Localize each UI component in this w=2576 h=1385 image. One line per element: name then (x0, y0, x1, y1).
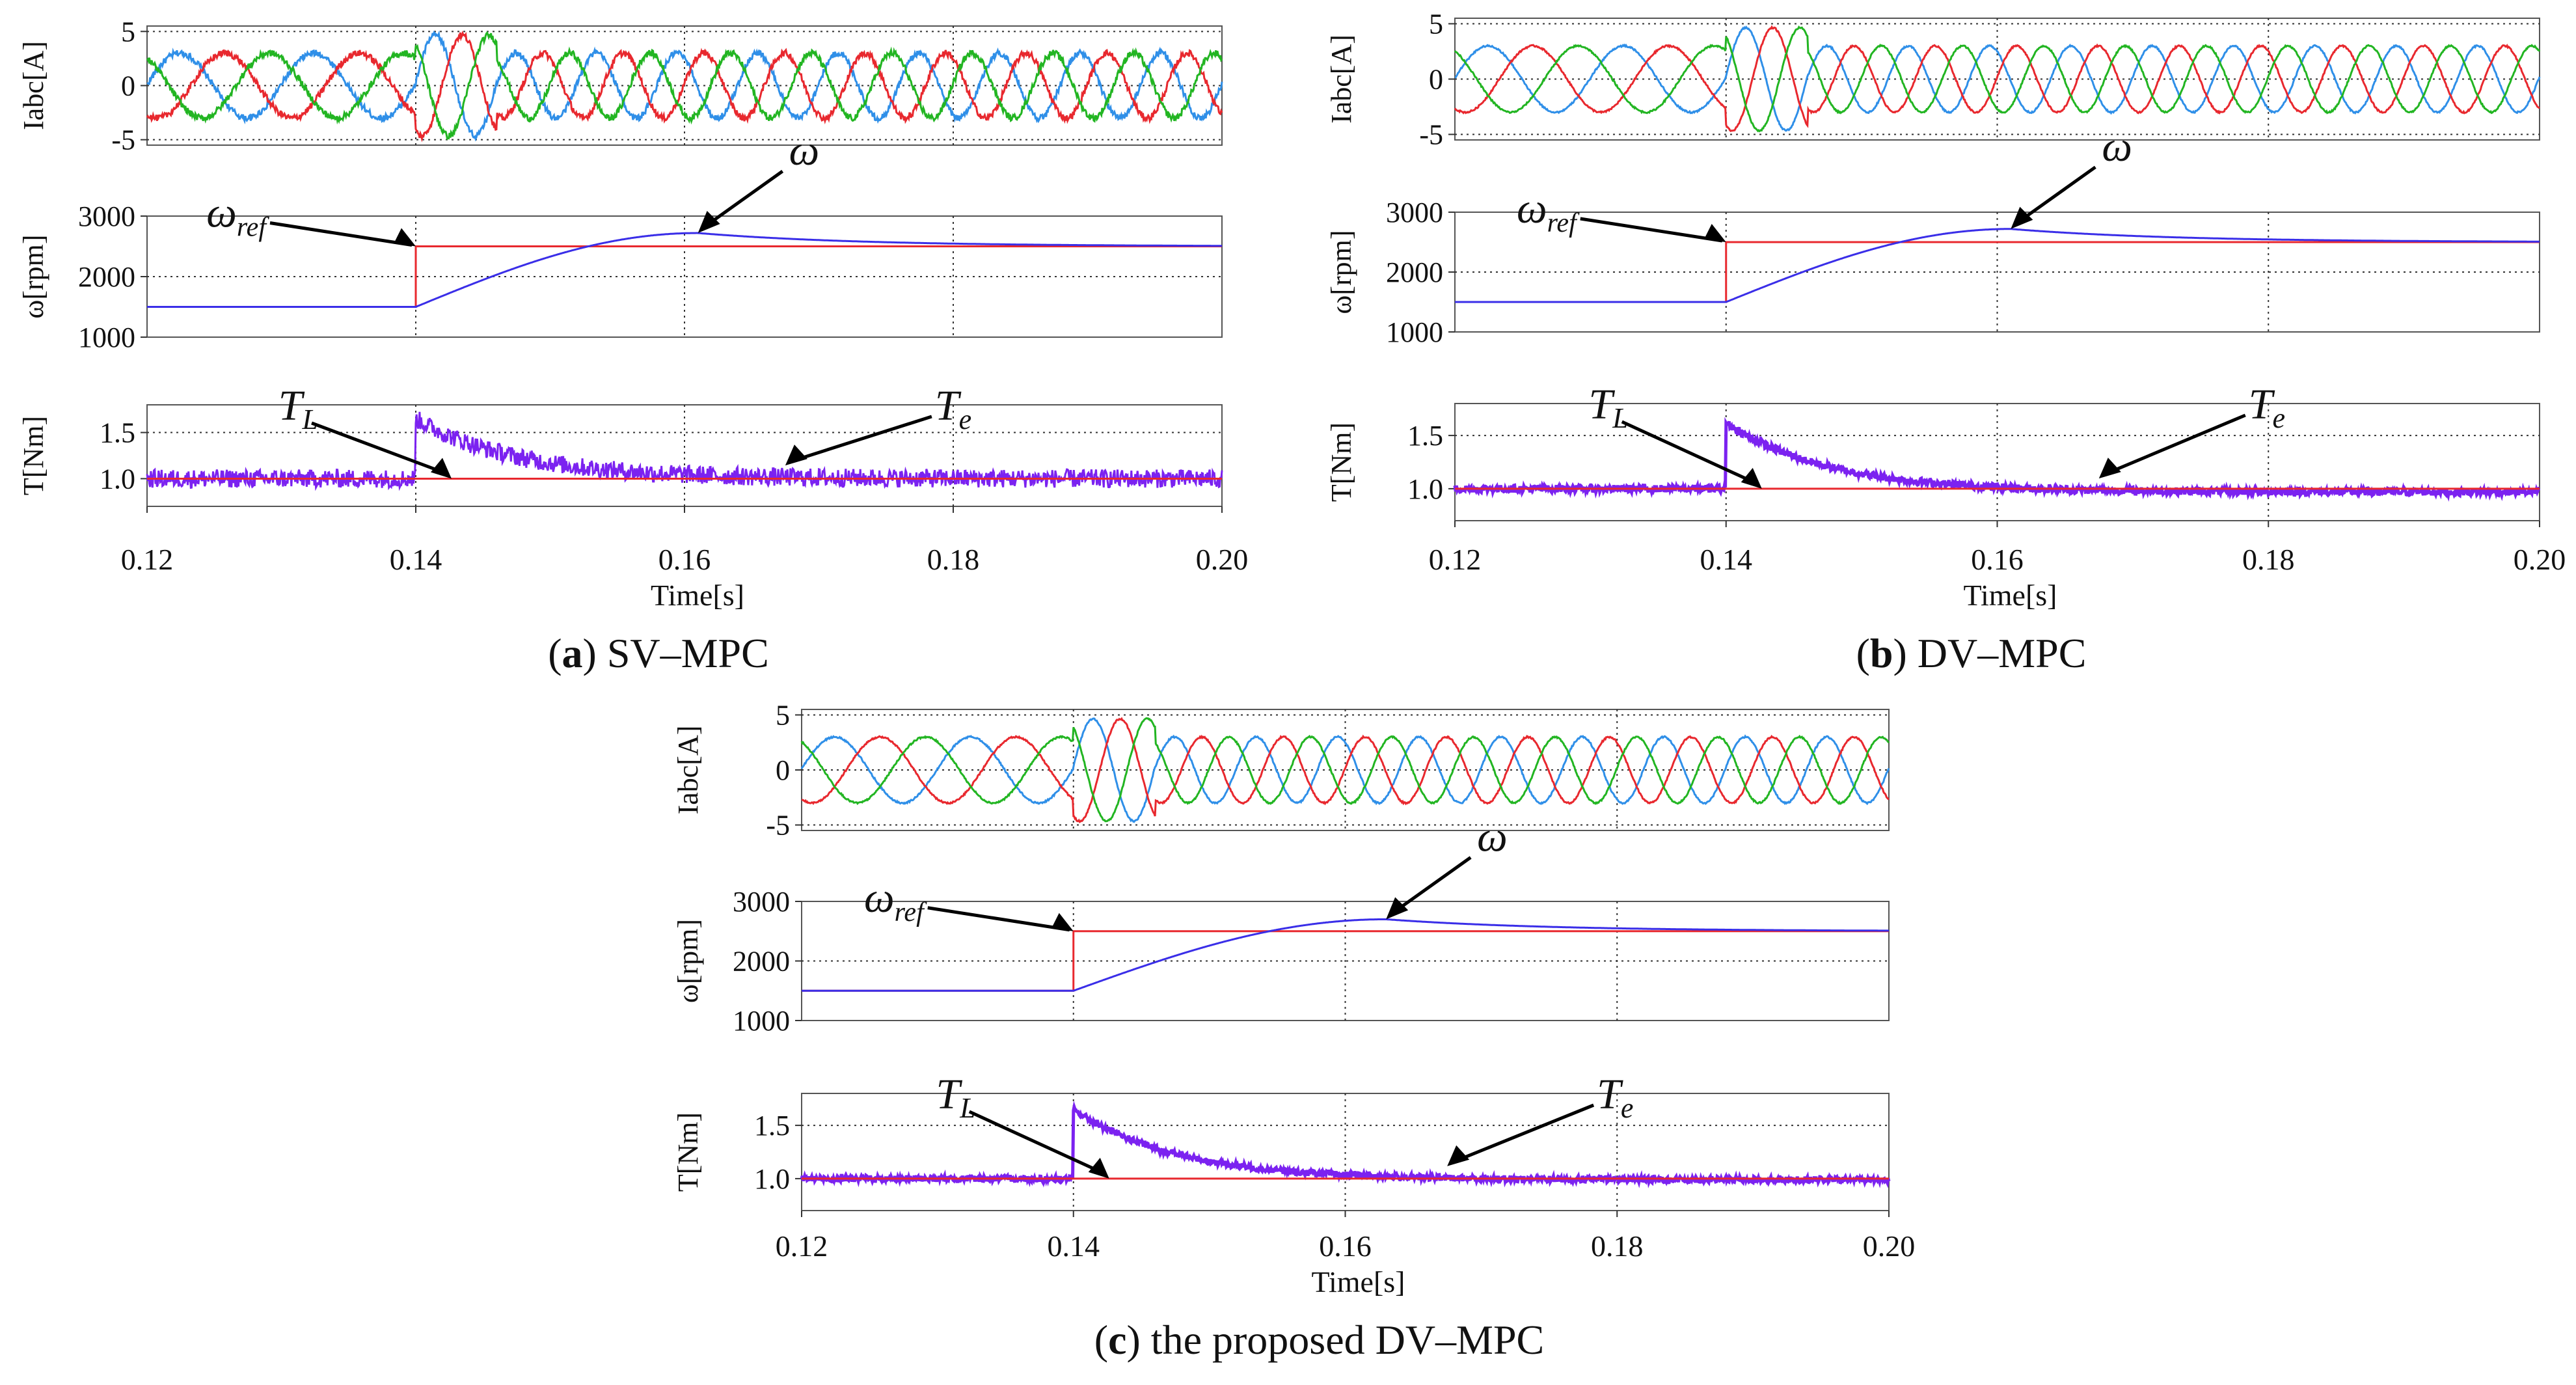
torque-ytick-label: 1.0 (100, 463, 135, 495)
tl-label: TL (1589, 381, 1629, 434)
current-subplot: 5 0 -5 Iabc[A] (18, 16, 1222, 156)
xtick-label: 0.14 (1048, 1229, 1100, 1263)
speed-ylabel: ω[rpm] (672, 919, 704, 1003)
speed-ytick-label: 1000 (733, 1005, 790, 1037)
current-ylabel: Iabc[A] (18, 41, 49, 130)
te-arrow (1452, 1105, 1593, 1162)
torque-ylabel: T[Nm] (18, 416, 49, 495)
xtick-label: 0.16 (1319, 1229, 1372, 1263)
te-label: Te (1597, 1071, 1633, 1124)
torque-subplot: 1.5 1.0 T[Nm] TL Te 0.12 0.14 0.16 0.18 0.20 Time[… (1325, 381, 2566, 612)
te-label: Te (935, 382, 971, 435)
current-ytick-label: 0 (776, 754, 790, 786)
xtick-label: 0.16 (658, 543, 711, 576)
omega-arrowhead (698, 211, 720, 233)
speed-ytick-label: 1000 (1386, 316, 1443, 348)
omega-label: ω (1477, 813, 1508, 860)
omega-ref-arrowhead (394, 228, 416, 247)
current-ytick-label: 5 (776, 699, 790, 731)
tl-label: TL (936, 1071, 976, 1124)
current-subplot: 5 0 -5 Iabc[A] (672, 699, 1889, 841)
panel-caption: (c) the proposed DV–MPC (1094, 1317, 1544, 1363)
xtick-label: 0.14 (1700, 543, 1753, 576)
x-axis-label: Time[s] (1964, 579, 2057, 612)
panel-a: 5 0 -5 Iabc[A] 3000 2000 1000 ω[rpm] ωref ω 1.5 1.0… (18, 16, 1248, 676)
torque-ytick-label: 1.0 (754, 1163, 790, 1195)
xtick-label: 0.16 (1971, 543, 2024, 576)
tl-label: TL (278, 382, 318, 435)
speed-subplot: 3000 2000 1000 ω[rpm] ωref ω (18, 127, 1222, 353)
omega-ref-label: ωref (864, 874, 927, 927)
xtick-label: 0.12 (121, 543, 174, 576)
panel-c: 5 0 -5 Iabc[A] 3000 2000 1000 ω[rpm] ωref ω 1.5 1.0… (672, 699, 1915, 1363)
torque-subplot: 1.5 1.0 T[Nm] TL Te 0.12 0.14 0.16 0.18 0.20 Time[… (18, 382, 1248, 612)
omega-arrowhead (2011, 207, 2033, 229)
xtick-label: 0.14 (390, 543, 442, 576)
xtick-label: 0.20 (2514, 543, 2566, 576)
x-axis-label: Time[s] (651, 579, 744, 612)
speed-ylabel: ω[rpm] (1325, 230, 1357, 314)
current-ytick-label: 0 (121, 70, 135, 102)
current-ytick-label: 0 (1429, 64, 1443, 96)
te-arrow (791, 417, 932, 461)
omega-label: ω (789, 127, 820, 174)
xtick-label: 0.18 (1591, 1229, 1644, 1263)
xtick-label: 0.20 (1196, 543, 1249, 576)
speed-ylabel: ω[rpm] (18, 234, 49, 318)
te-arrow (2104, 415, 2245, 474)
tl-arrow (969, 1112, 1104, 1173)
omega-ref-label: ωref (206, 189, 269, 243)
omega-ref-arrow (1580, 219, 1722, 241)
current-ytick-label: -5 (1419, 119, 1443, 151)
speed-ytick-label: 2000 (1386, 256, 1443, 288)
torque-ytick-label: 1.0 (1407, 473, 1443, 505)
speed-ytick-label: 3000 (78, 200, 135, 232)
x-axis-label: Time[s] (1312, 1265, 1405, 1298)
omega-ref-label: ωref (1517, 185, 1580, 238)
torque-ytick-label: 1.5 (754, 1110, 790, 1142)
torque-subplot: 1.5 1.0 T[Nm] TL Te 0.12 0.14 0.16 0.18 0.20 Time[… (672, 1071, 1915, 1298)
speed-ytick-label: 3000 (1386, 197, 1443, 228)
te-label: Te (2249, 381, 2285, 434)
current-ytick-label: 5 (121, 16, 135, 48)
speed-ytick-label: 2000 (78, 261, 135, 293)
speed-subplot: 3000 2000 1000 ω[rpm] ωref ω (672, 813, 1889, 1037)
speed-ytick-label: 2000 (733, 946, 790, 978)
figure: 5 0 -5 Iabc[A] 3000 2000 1000 ω[rpm] ωref ω 1.5 1.0… (0, 0, 2576, 1385)
xtick-label: 0.12 (1429, 543, 1482, 576)
xtick-label: 0.20 (1863, 1229, 1916, 1263)
xtick-label: 0.18 (927, 543, 980, 576)
current-ylabel: Iabc[A] (1325, 34, 1357, 124)
xtick-label: 0.12 (776, 1229, 828, 1263)
omega-ref-arrow (270, 223, 412, 245)
current-ytick-label: -5 (766, 810, 790, 842)
torque-ytick-label: 1.5 (100, 417, 135, 449)
torque-ylabel: T[Nm] (672, 1112, 704, 1192)
omega-arrowhead (1386, 897, 1408, 919)
current-ylabel: Iabc[A] (672, 726, 704, 815)
omega-ref-arrowhead (1051, 913, 1074, 931)
speed-ytick-label: 1000 (78, 322, 135, 353)
panel-caption: (a) SV–MPC (548, 630, 769, 676)
speed-ytick-label: 3000 (733, 886, 790, 918)
torque-ylabel: T[Nm] (1325, 422, 1357, 502)
omega-ref-arrow (928, 908, 1070, 930)
current-ytick-label: 5 (1429, 8, 1443, 40)
current-ytick-label: -5 (111, 124, 135, 156)
panel-caption: (b) DV–MPC (1856, 630, 2087, 676)
panel-b: 5 0 -5 Iabc[A] 3000 2000 1000 ω[rpm] ωref ω 1.5 1.0… (1325, 8, 2566, 677)
omega-ref-arrowhead (1704, 224, 1726, 242)
xtick-label: 0.18 (2242, 543, 2295, 576)
speed-subplot: 3000 2000 1000 ω[rpm] ωref ω (1325, 123, 2540, 348)
omega-label: ω (2102, 123, 2132, 171)
te-arrowhead (785, 445, 807, 465)
current-subplot: 5 0 -5 Iabc[A] (1325, 8, 2540, 151)
torque-ytick-label: 1.5 (1407, 420, 1443, 452)
